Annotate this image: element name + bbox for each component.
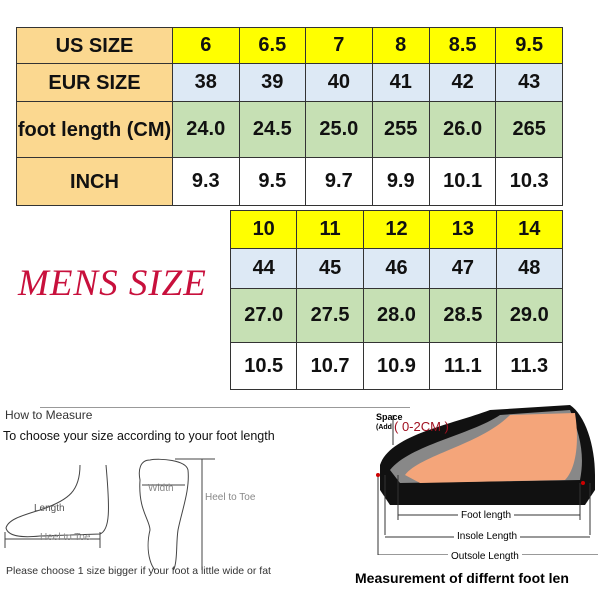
cell: 47 <box>429 248 497 289</box>
cell: 27.5 <box>296 288 364 343</box>
cell: 8 <box>371 27 430 64</box>
cell: 10.9 <box>362 342 431 390</box>
us-size-row: US SIZE 6 6.5 7 8 8.5 9.5 <box>16 27 563 64</box>
measurement-caption: Measurement of differnt foot len <box>355 570 569 586</box>
foot-diagram-icon <box>4 458 215 570</box>
us-size-row: 10 11 12 13 14 <box>229 210 564 249</box>
cell: 7 <box>305 27 373 64</box>
cell: 46 <box>362 248 431 289</box>
cell: 28.5 <box>429 288 497 343</box>
mens-size-label: MENS SIZE <box>18 263 207 304</box>
cell: 28.0 <box>362 288 431 343</box>
inch-row: INCH 9.3 9.5 9.7 9.9 10.1 10.3 <box>16 157 563 206</box>
cell: 6.5 <box>238 27 307 64</box>
heel-to-toe-label: Heel to Toe <box>40 532 91 543</box>
cell: 48 <box>495 248 564 289</box>
cell: 14 <box>495 210 564 249</box>
cell: 10.3 <box>495 157 563 206</box>
cell: 10.1 <box>428 157 497 206</box>
eur-size-row: 44 45 46 47 48 <box>229 248 564 289</box>
cell: 45 <box>296 248 364 289</box>
outsole-length-label: Outsole Length <box>448 551 522 562</box>
cell: 12 <box>362 210 431 249</box>
cell: 40 <box>305 63 373 102</box>
cell: 10 <box>229 210 298 249</box>
length-label: Length <box>34 503 65 514</box>
cell: 10.7 <box>296 342 364 390</box>
cell: 6 <box>172 27 240 64</box>
eur-size-row: EUR SIZE 38 39 40 41 42 43 <box>16 63 563 102</box>
cell: 11 <box>296 210 364 249</box>
cell: 9.3 <box>172 157 240 206</box>
cell: 39 <box>238 63 307 102</box>
inch-row: 10.5 10.7 10.9 11.1 11.3 <box>229 342 564 390</box>
cell: 11.1 <box>429 342 497 390</box>
row-label: foot length (CM) <box>16 101 173 158</box>
divider <box>40 407 410 408</box>
cell: 38 <box>172 63 240 102</box>
insole-length-label: Insole Length <box>454 531 521 542</box>
cell: 26.0 <box>428 101 497 158</box>
cell: 9.5 <box>495 27 563 64</box>
foot-length-row: 27.0 27.5 28.0 28.5 29.0 <box>229 288 564 343</box>
heel-to-toe-label-2: Heel to Toe <box>205 492 256 503</box>
row-label: EUR SIZE <box>16 63 173 102</box>
shoe-diagram-icon <box>376 405 598 555</box>
cell: 44 <box>229 248 298 289</box>
row-label: INCH <box>16 157 173 206</box>
size-table-2: 10 11 12 13 14 44 45 46 47 48 27.0 27.5 28.0 28.5 29… <box>229 210 564 390</box>
space-label: Space <box>376 412 403 422</box>
size-table-1: US SIZE 6 6.5 7 8 8.5 9.5 EUR SIZE 38 39 40 41 42… <box>16 27 563 206</box>
space-range: ( 0-2CM ) <box>394 419 449 434</box>
cell: 8.5 <box>428 27 497 64</box>
cell: 24.0 <box>172 101 240 158</box>
how-to-subtitle: To choose your size according to your fo… <box>3 429 275 443</box>
foot-length-label: Foot length <box>458 510 515 521</box>
cell: 265 <box>495 101 563 158</box>
cell: 9.9 <box>371 157 430 206</box>
cell: 13 <box>429 210 497 249</box>
cell: 9.5 <box>238 157 307 206</box>
foot-length-row: foot length (CM) 24.0 24.5 25.0 255 26.0 265 <box>16 101 563 158</box>
cell: 24.5 <box>238 101 307 158</box>
width-label: Width <box>148 483 174 494</box>
cell: 11.3 <box>495 342 564 390</box>
cell: 43 <box>495 63 563 102</box>
add-label: (Add <box>376 424 392 431</box>
cell: 9.7 <box>305 157 373 206</box>
cell: 29.0 <box>495 288 564 343</box>
row-label: US SIZE <box>16 27 173 64</box>
cell: 10.5 <box>229 342 298 390</box>
size-note: Please choose 1 size bigger if your foot… <box>6 565 271 577</box>
cell: 27.0 <box>229 288 298 343</box>
cell: 25.0 <box>305 101 373 158</box>
cell: 41 <box>371 63 430 102</box>
how-to-title: How to Measure <box>5 408 93 422</box>
cell: 255 <box>371 101 430 158</box>
cell: 42 <box>428 63 497 102</box>
